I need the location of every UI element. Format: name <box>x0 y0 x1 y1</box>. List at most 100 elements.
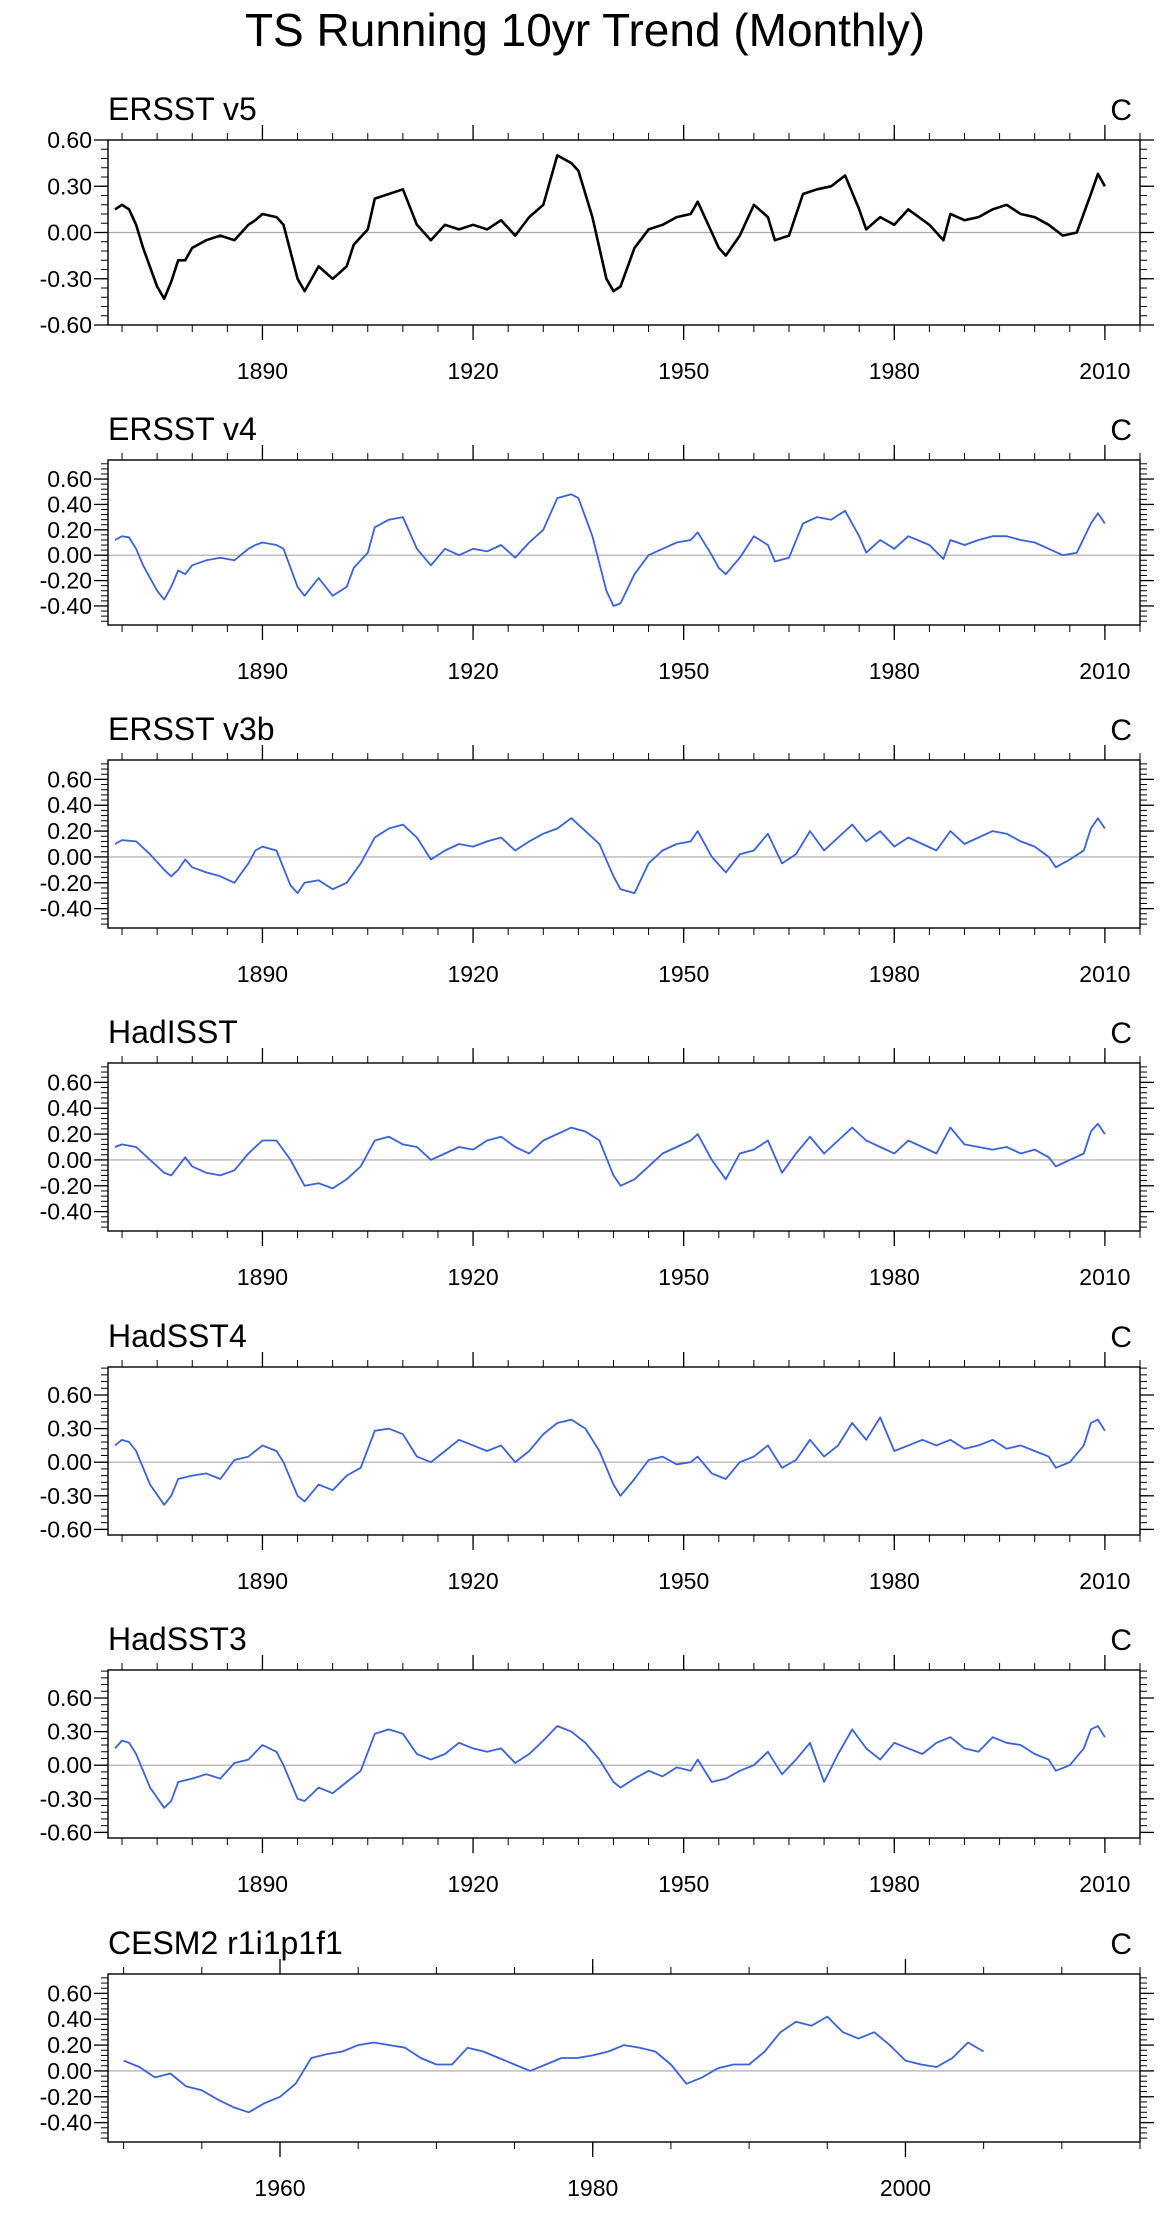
x-tick-label: 1950 <box>658 1568 709 1594</box>
y-tick-label: -0.40 <box>40 896 92 922</box>
y-tick-label: 0.00 <box>47 844 92 870</box>
y-tick-label: -0.40 <box>40 2110 92 2136</box>
x-tick-label: 1980 <box>869 961 920 987</box>
x-tick-label: 1980 <box>869 1568 920 1594</box>
chart-panel: HadSST4 C -0.60 -0.30 0.00 0.30 0.60 1890 1920 19… <box>40 1318 1154 1594</box>
x-tick-label: 2010 <box>1079 1568 1130 1594</box>
series-line <box>114 1725 1106 1809</box>
y-tick-label: -0.60 <box>40 1819 92 1845</box>
y-tick-label: -0.60 <box>40 312 92 338</box>
x-tick-label: 1980 <box>869 658 920 684</box>
y-tick-label: 0.30 <box>47 1719 92 1745</box>
x-tick-label: 1950 <box>658 658 709 684</box>
x-tick-label: 2010 <box>1079 658 1130 684</box>
y-tick-label: 0.00 <box>47 1147 92 1173</box>
units-label: C <box>1110 94 1132 127</box>
figure-title: TS Running 10yr Trend (Monthly) <box>244 4 926 56</box>
chart-panel: CESM2 r1i1p1f1 C -0.40-0.200.000.200.400.6… <box>40 1925 1154 2201</box>
x-tick-label: 1950 <box>658 961 709 987</box>
plot-frame <box>107 1973 1141 2143</box>
chart-panel: ERSST v4 C -0.40-0.200.000.200.400.60 1890 1… <box>40 411 1154 684</box>
plot-frame <box>107 459 1141 626</box>
panel-title: HadSST4 <box>108 1318 247 1354</box>
x-tick-label: 1950 <box>658 1264 709 1290</box>
x-tick-label: 1890 <box>237 1264 288 1290</box>
x-tick-label: 1980 <box>869 1264 920 1290</box>
x-tick-label: 1890 <box>237 1871 288 1897</box>
y-tick-label: 0.60 <box>47 1685 92 1711</box>
x-tick-label: 1890 <box>237 961 288 987</box>
y-tick-label: -0.30 <box>40 1483 92 1509</box>
x-tick-label: 2010 <box>1079 961 1130 987</box>
series-line <box>123 2015 985 2114</box>
y-tick-label: -0.40 <box>40 1199 92 1225</box>
x-tick-label: 1960 <box>254 2175 305 2201</box>
y-tick-label: 0.60 <box>47 127 92 153</box>
units-label: C <box>1110 414 1132 447</box>
y-tick-label: 0.40 <box>47 1095 92 1121</box>
x-tick-label: 2010 <box>1079 1871 1130 1897</box>
y-tick-label: 0.30 <box>47 1416 92 1442</box>
y-tick-label: -0.30 <box>40 266 92 292</box>
y-tick-label: 0.00 <box>47 2058 92 2084</box>
plot-frame <box>107 1062 1141 1232</box>
y-tick-label: -0.20 <box>40 870 92 896</box>
series-line <box>114 154 1107 301</box>
y-tick-label: 0.20 <box>47 1121 92 1147</box>
chart-panel: HadISST C -0.40-0.200.000.200.400.60 1890 19… <box>40 1014 1154 1290</box>
panel-title: HadISST <box>108 1014 238 1050</box>
chart-panel: HadSST3 C -0.60 -0.30 0.00 0.30 0.60 1890 1920 19… <box>40 1621 1154 1897</box>
x-tick-label: 1980 <box>869 358 920 384</box>
x-tick-label: 1920 <box>447 1264 498 1290</box>
x-tick-label: 1920 <box>447 1568 498 1594</box>
panel-title: ERSST v3b <box>108 711 275 747</box>
series-line <box>114 1122 1106 1190</box>
y-tick-label: 0.60 <box>47 1980 92 2006</box>
panel-title: ERSST v4 <box>108 411 257 447</box>
x-tick-label: 1920 <box>447 658 498 684</box>
chart-panel: ERSST v3b C -0.40-0.200.000.200.400.60 1890… <box>40 711 1154 987</box>
panel-title: CESM2 r1i1p1f1 <box>108 1925 343 1961</box>
y-tick-label: 0.40 <box>47 792 92 818</box>
y-tick-label: 0.60 <box>47 1382 92 1408</box>
plot-frame <box>107 139 1141 326</box>
x-tick-label: 1980 <box>869 1871 920 1897</box>
x-tick-label: 2010 <box>1079 358 1130 384</box>
x-tick-label: 1920 <box>447 1871 498 1897</box>
y-tick-label: 0.30 <box>47 173 92 199</box>
y-tick-label: 0.20 <box>47 2032 92 2058</box>
x-tick-label: 1890 <box>237 358 288 384</box>
units-label: C <box>1110 1928 1132 1961</box>
x-tick-label: 2000 <box>880 2175 931 2201</box>
series-line <box>114 1416 1106 1506</box>
y-tick-label: -0.20 <box>40 2084 92 2110</box>
y-tick-label: 0.20 <box>47 517 92 543</box>
units-label: C <box>1110 714 1132 747</box>
chart-panel: ERSST v5 C -0.60 -0.30 0.00 0.30 0.60 1890 1920 1… <box>40 91 1154 384</box>
y-tick-label: -0.30 <box>40 1786 92 1812</box>
y-tick-label: 0.60 <box>47 466 92 492</box>
x-tick-label: 1950 <box>658 358 709 384</box>
y-tick-label: 0.20 <box>47 818 92 844</box>
series-line <box>114 817 1106 894</box>
x-tick-label: 1890 <box>237 1568 288 1594</box>
x-tick-label: 1890 <box>237 658 288 684</box>
x-tick-label: 1920 <box>447 961 498 987</box>
plot-frame <box>107 1669 1141 1839</box>
y-tick-label: -0.40 <box>40 593 92 619</box>
panel-title: HadSST3 <box>108 1621 247 1657</box>
x-tick-label: 2010 <box>1079 1264 1130 1290</box>
y-tick-label: 0.00 <box>47 1449 92 1475</box>
y-tick-label: 0.60 <box>47 766 92 792</box>
plot-frame <box>107 759 1141 929</box>
y-tick-label: 0.40 <box>47 491 92 517</box>
plot-frame <box>107 1366 1141 1536</box>
y-tick-label: -0.60 <box>40 1516 92 1542</box>
units-label: C <box>1110 1321 1132 1354</box>
x-tick-label: 1950 <box>658 1871 709 1897</box>
series-line <box>114 493 1106 607</box>
units-label: C <box>1110 1017 1132 1050</box>
y-tick-label: 0.00 <box>47 542 92 568</box>
y-tick-label: 0.00 <box>47 220 92 246</box>
